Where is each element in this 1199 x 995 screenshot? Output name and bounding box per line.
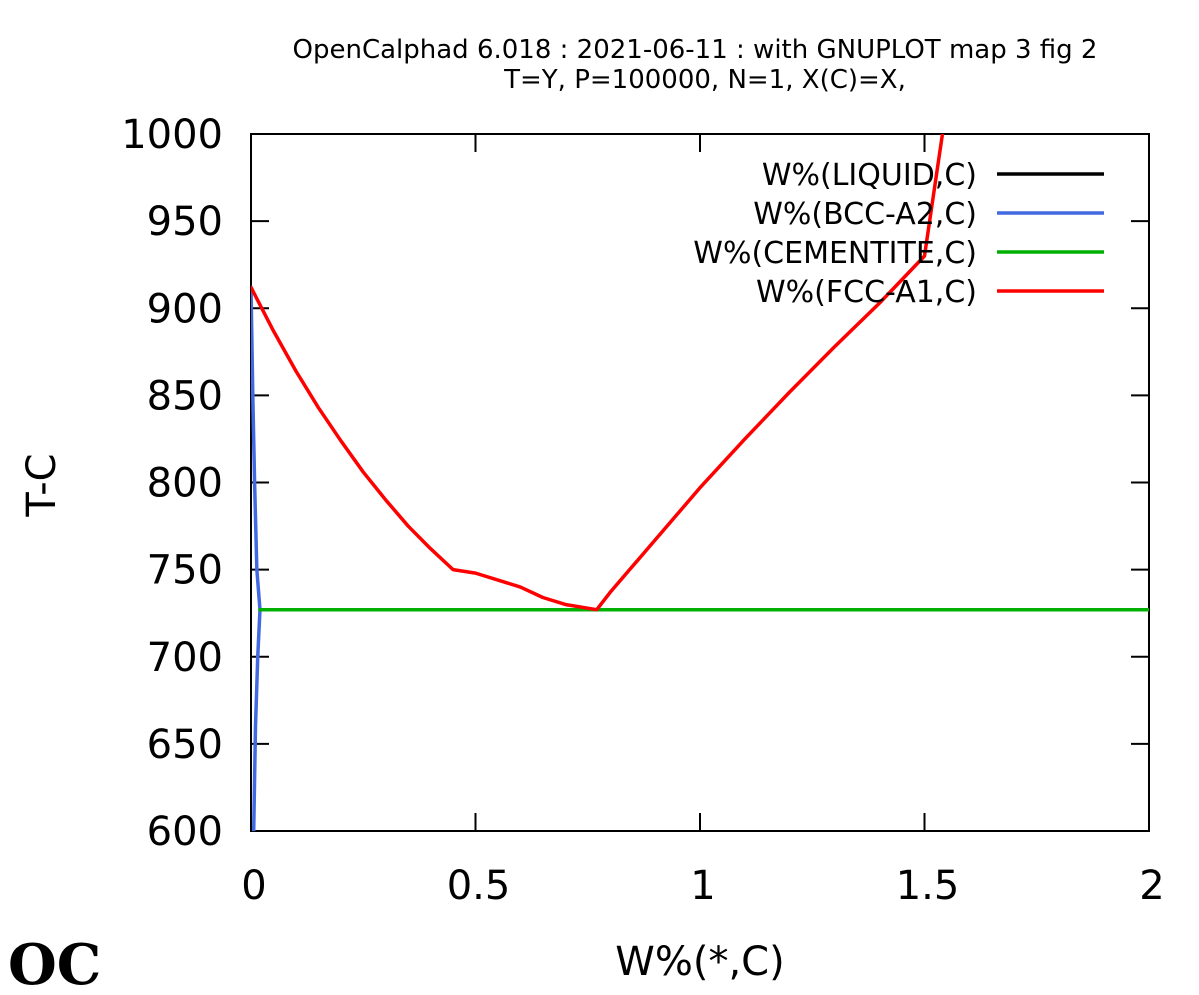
- series-line-3: [251, 134, 945, 612]
- x-axis-ticks: 0 0.5 1 1.5 2: [241, 134, 1165, 909]
- y-tick-label: 850: [147, 373, 223, 419]
- legend: W%(LIQUID,C) W%(BCC-A2,C) W%(CEMENTITE,C) W…: [693, 158, 1104, 310]
- y-tick-label: 1000: [121, 112, 223, 158]
- chart-subtitle: T=Y, P=100000, N=1, X(C)=X,: [503, 65, 906, 95]
- y-tick-label: 950: [147, 199, 223, 245]
- legend-label: W%(LIQUID,C): [762, 158, 977, 193]
- y-tick-label: 600: [147, 809, 223, 855]
- y-tick-label: 650: [147, 722, 223, 768]
- y-tick-label: 800: [147, 461, 223, 507]
- y-tick-label: 750: [147, 548, 223, 594]
- y-axis-ticks: 600 650 700 750 800 850 900 950 1000: [121, 112, 1149, 855]
- x-axis-label: W%(*,C): [615, 939, 784, 985]
- series-layer: [251, 134, 1149, 831]
- x-tick-label: 0: [241, 863, 266, 909]
- y-tick-label: 900: [147, 286, 223, 332]
- chart-title: OpenCalphad 6.018 : 2021-06-11 : with GN…: [293, 35, 1098, 65]
- x-tick-label: 1: [690, 863, 715, 909]
- x-tick-label: 1.5: [896, 863, 960, 909]
- series-line-1: [251, 285, 262, 831]
- legend-label: W%(FCC-A1,C): [756, 275, 977, 310]
- opencalphad-logo: OC: [8, 932, 101, 995]
- x-tick-label: 2: [1139, 863, 1164, 909]
- y-tick-label: 700: [147, 635, 223, 681]
- legend-label: W%(CEMENTITE,C): [693, 236, 977, 271]
- x-tick-label: 0.5: [447, 863, 511, 909]
- legend-label: W%(BCC-A2,C): [753, 197, 977, 232]
- y-axis-label: T-C: [19, 453, 65, 517]
